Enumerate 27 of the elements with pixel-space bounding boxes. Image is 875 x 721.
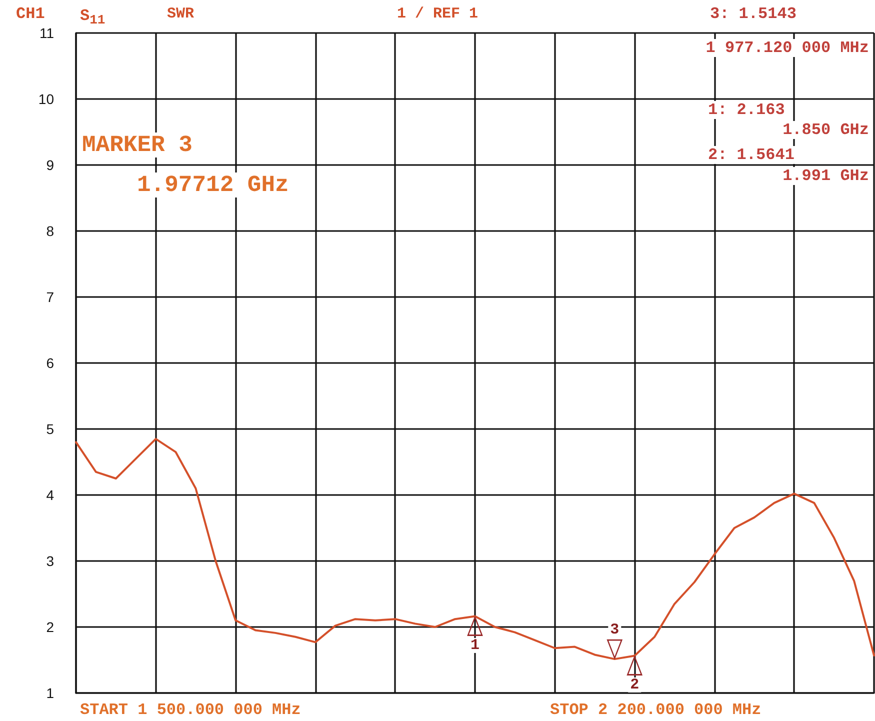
y-tick-label: 8 — [46, 223, 54, 239]
annotation: 1.97712 GHz — [137, 172, 289, 198]
text: CH1 — [16, 5, 45, 23]
text: 1 / REF 1 — [397, 6, 478, 22]
annotation: 3 — [610, 621, 620, 638]
text: 3: 1.5143 — [710, 5, 796, 23]
text: START 1 500.000 000 MHz — [80, 701, 301, 719]
y-tick-label: 10 — [38, 91, 54, 107]
annotation: MARKER 3 — [82, 132, 192, 158]
y-tick-label: 4 — [46, 487, 54, 503]
annotation: 2 — [630, 676, 640, 694]
annotation: 1 977.120 000 MHz — [706, 39, 869, 57]
annotation: 1 — [470, 636, 480, 654]
annotation: 1.991 GHz — [782, 167, 869, 185]
annotation: 1.850 GHz — [782, 121, 869, 139]
y-tick-label: 6 — [46, 355, 54, 371]
y-tick-label: 3 — [46, 553, 54, 569]
y-tick-label: 1 — [46, 685, 54, 701]
text: STOP 2 200.000 000 MHz — [550, 701, 762, 719]
text: SWR — [167, 6, 194, 22]
annotation: 2: 1.5641 — [708, 146, 794, 164]
y-tick-label: 5 — [46, 421, 54, 437]
y-tick-label: 11 — [39, 25, 54, 41]
y-tick-label: 2 — [46, 619, 54, 635]
y-tick-label: 7 — [46, 289, 54, 305]
y-tick-label: 9 — [46, 157, 54, 173]
annotation: 1: 2.163 — [708, 101, 785, 119]
